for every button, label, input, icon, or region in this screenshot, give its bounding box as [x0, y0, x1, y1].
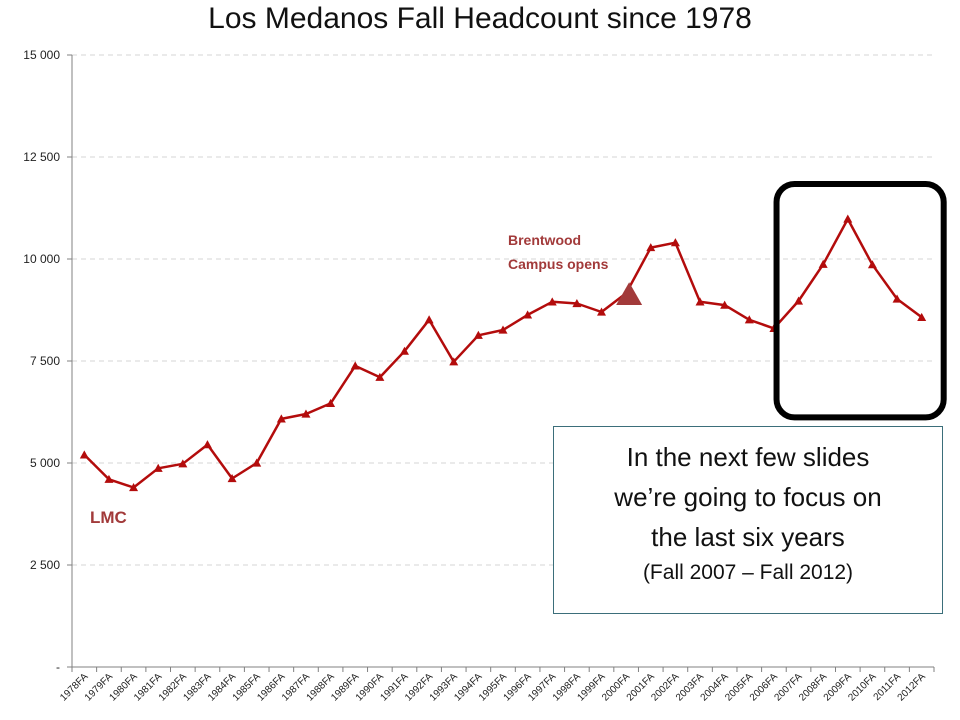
- data-point: [178, 459, 188, 468]
- data-point: [473, 330, 483, 339]
- data-point: [424, 315, 434, 324]
- data-point: [794, 296, 804, 305]
- brentwood-annotation-line1: Brentwood: [508, 232, 582, 248]
- chart-annotations: [616, 181, 947, 421]
- data-point: [79, 450, 89, 459]
- data-point: [572, 298, 582, 308]
- data-point: [326, 398, 336, 408]
- y-tick-label: 7 500: [30, 354, 60, 368]
- callout-line-3: the last six years: [651, 522, 845, 552]
- data-point: [917, 312, 927, 321]
- data-point: [720, 300, 730, 309]
- callout-line-2: we’re going to focus on: [614, 482, 882, 512]
- lmc-annotation: LMC: [90, 508, 127, 527]
- data-point: [597, 307, 607, 316]
- y-tick-label: 10 000: [23, 252, 60, 266]
- x-axis-ticks: 1978FA1979FA1980FA1981FA1982FA1983FA1984…: [58, 667, 935, 704]
- brentwood-annotation: Brentwood Campus opens: [508, 228, 608, 276]
- data-point: [449, 357, 459, 366]
- data-point: [252, 458, 262, 467]
- data-point: [153, 463, 163, 472]
- highlight-box: [773, 181, 947, 421]
- data-point: [547, 297, 557, 306]
- y-axis-ticks: - 2 500 5 000 7 500 10 000 12 500 15 000: [23, 48, 72, 674]
- data-point: [867, 260, 877, 269]
- data-point: [744, 315, 754, 324]
- data-point: [104, 474, 114, 483]
- data-point: [695, 297, 705, 306]
- y-tick-label: -: [56, 660, 60, 674]
- y-tick-label: 2 500: [30, 558, 60, 572]
- data-point: [646, 243, 656, 252]
- data-point: [129, 482, 139, 492]
- y-tick-label: 5 000: [30, 456, 60, 470]
- data-point: [523, 310, 533, 319]
- data-point: [350, 361, 360, 370]
- data-point: [818, 259, 828, 268]
- data-point: [202, 440, 212, 449]
- data-point: [375, 372, 385, 381]
- x-tick-label: 2012FA: [896, 671, 928, 703]
- data-point: [670, 238, 680, 247]
- brentwood-annotation-line2: Campus opens: [508, 256, 609, 272]
- callout-box: In the next few slides we’re going to fo…: [553, 426, 943, 614]
- y-tick-label: 15 000: [23, 48, 60, 62]
- data-point: [498, 325, 508, 334]
- series-headcount: [79, 214, 927, 492]
- data-point: [227, 474, 237, 483]
- callout-line-1: In the next few slides: [626, 442, 870, 472]
- callout-line-4: (Fall 2007 – Fall 2012): [642, 561, 854, 584]
- data-point: [892, 294, 902, 303]
- y-tick-label: 12 500: [23, 150, 60, 164]
- data-point: [843, 214, 853, 223]
- brentwood-marker: [616, 282, 643, 306]
- chart-title: Los Medanos Fall Headcount since 1978: [208, 2, 752, 35]
- data-point: [399, 346, 409, 355]
- data-point: [276, 414, 286, 423]
- data-point: [301, 409, 311, 418]
